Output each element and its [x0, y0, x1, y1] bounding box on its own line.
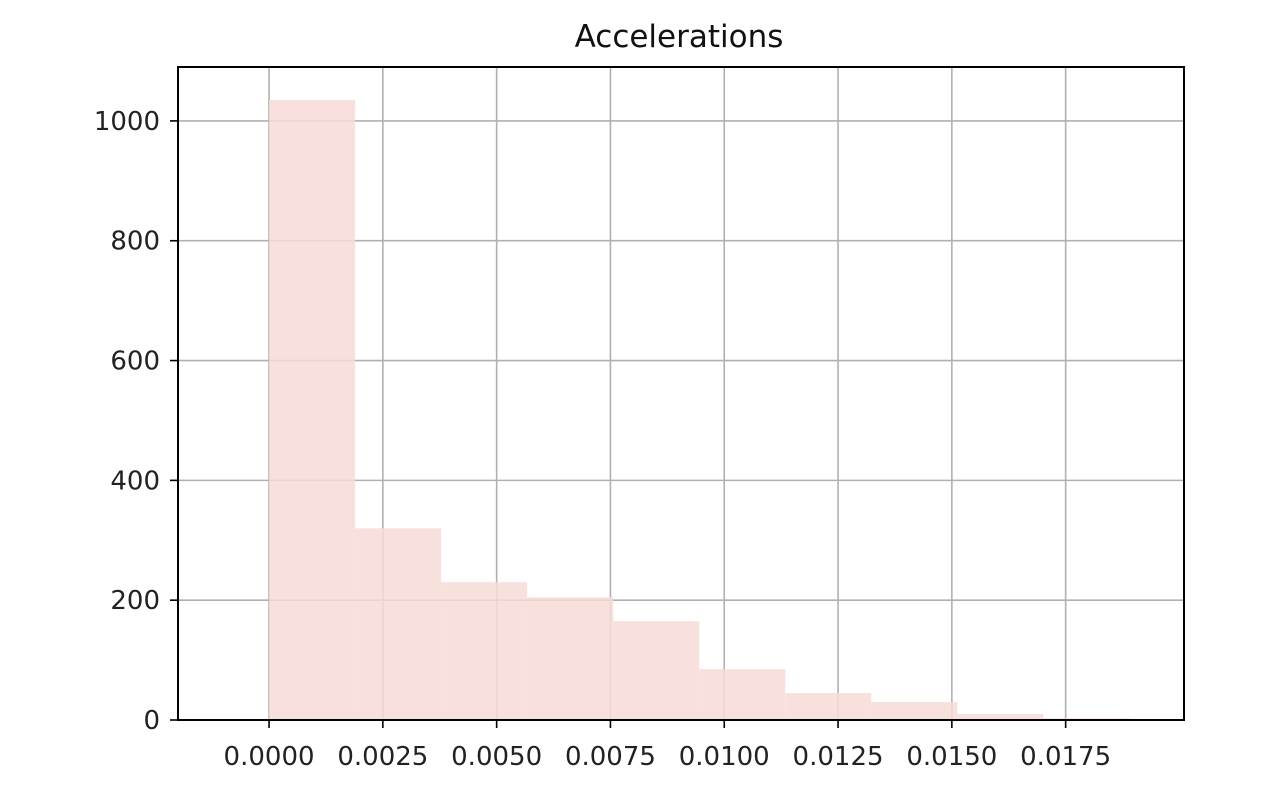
y-tick-label: 0	[143, 706, 160, 736]
x-axis-ticks: 0.0000 0.0025 0.0050 0.0075 0.0100 0.0125 0.01…	[224, 720, 1111, 772]
y-tick-label: 600	[110, 347, 160, 377]
x-tick-label: 0.0100	[679, 742, 770, 772]
x-tick-label: 0.0075	[565, 742, 656, 772]
histogram-bar	[527, 597, 614, 720]
y-tick-label: 200	[110, 586, 160, 616]
x-tick-label: 0.0050	[451, 742, 542, 772]
chart-title: Accelerations	[575, 19, 784, 55]
histogram-bar	[613, 621, 700, 720]
histogram-bar	[269, 99, 356, 721]
y-axis-ticks: 0 200 400 600 800 1000	[94, 107, 178, 736]
y-tick-label: 400	[110, 466, 160, 496]
y-tick-label: 1000	[94, 107, 160, 137]
x-tick-label: 0.0175	[1020, 742, 1111, 772]
histogram-bars	[269, 99, 1130, 721]
x-tick-label: 0.0150	[906, 742, 997, 772]
axes-frame	[177, 66, 1185, 721]
histogram-bar	[957, 714, 1044, 720]
x-tick-label: 0.0025	[337, 742, 428, 772]
histogram-bar	[871, 702, 958, 720]
x-tick-label: 0.0000	[224, 742, 315, 772]
histogram-bar	[355, 528, 442, 720]
histogram-bar	[699, 669, 786, 720]
histogram-bar	[441, 582, 528, 720]
x-tick-label: 0.0125	[793, 742, 884, 772]
y-tick-label: 800	[110, 227, 160, 257]
histogram-bar	[785, 693, 872, 720]
